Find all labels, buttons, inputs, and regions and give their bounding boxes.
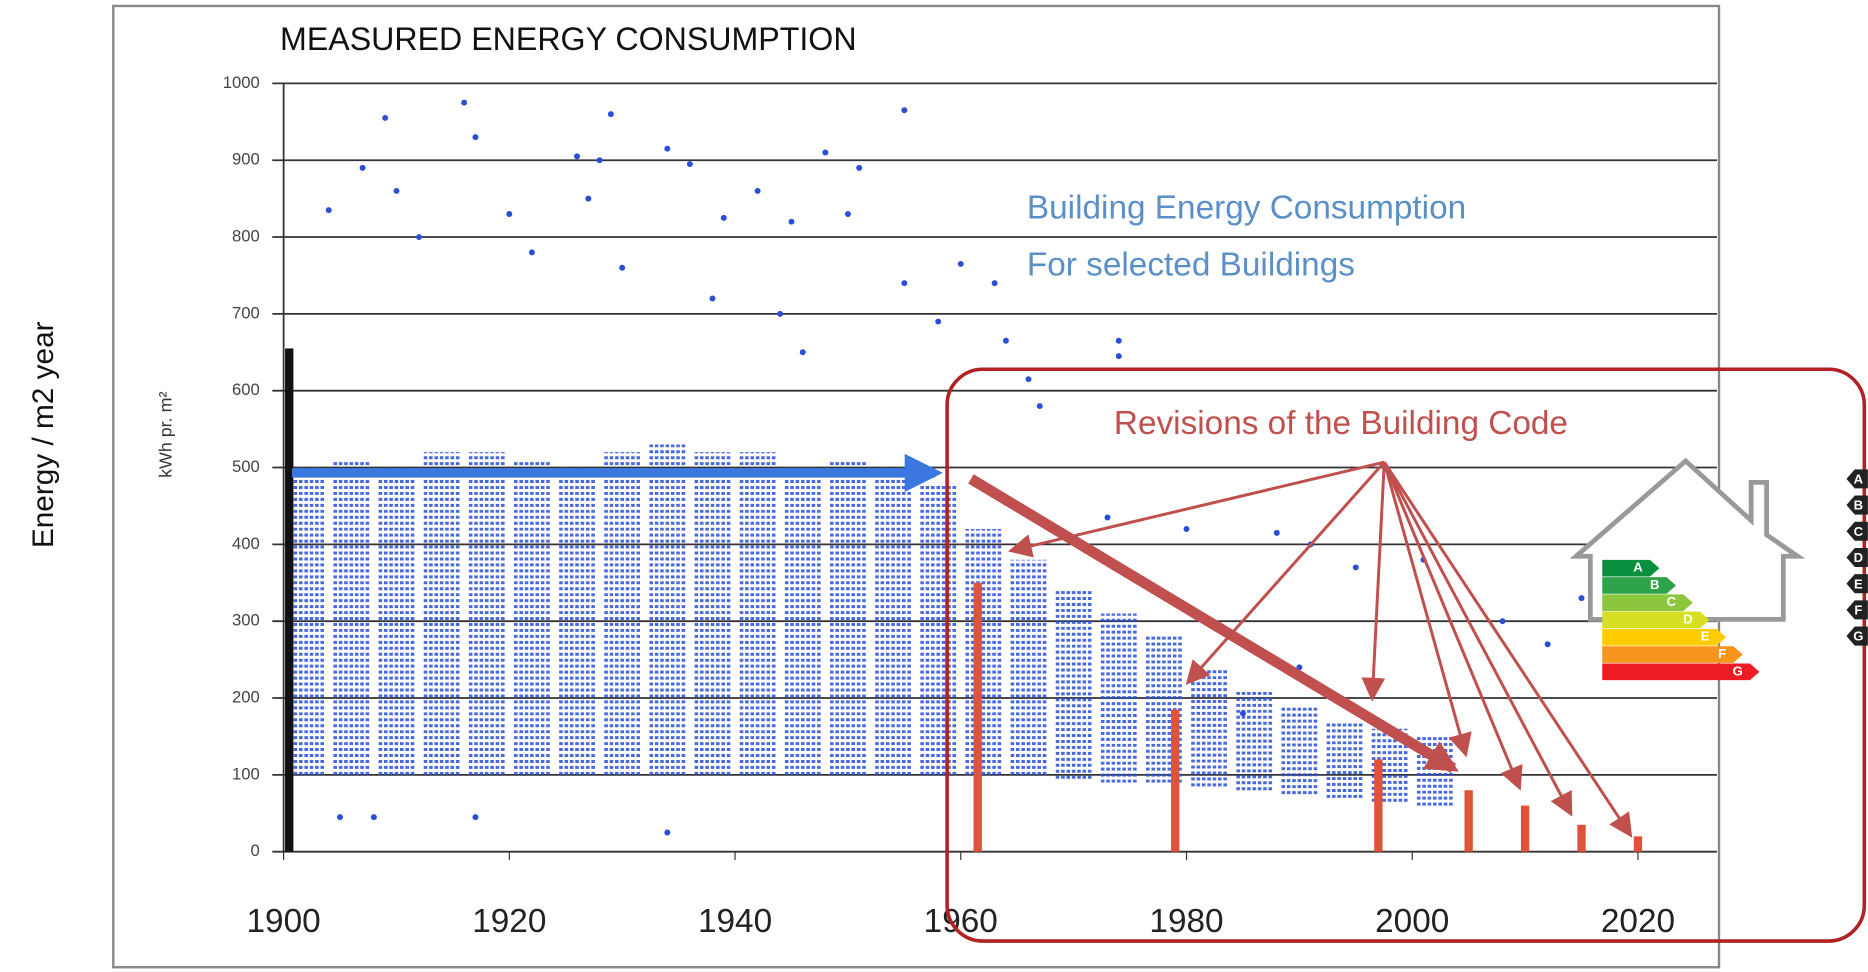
point (958, 261, 964, 267)
point (901, 280, 907, 286)
point (1003, 338, 1009, 344)
annotation: For selected Buildings (1027, 247, 1355, 284)
point (1500, 618, 1506, 624)
annotation: Building Energy Consumption (1027, 189, 1466, 226)
y-tick-label: 100 (232, 764, 260, 783)
point (1026, 376, 1032, 382)
x-tick-label: 1940 (698, 903, 772, 940)
point (845, 211, 851, 217)
point (585, 196, 591, 202)
point (1037, 403, 1043, 409)
point (1545, 641, 1551, 647)
x-tick-label: 1900 (246, 903, 320, 940)
chart: MEASURED ENERGY CONSUMPTION Energy / m2 … (0, 0, 1868, 972)
bar (1634, 836, 1642, 851)
energy-class-letter: E (1701, 629, 1710, 644)
y-tick-label: 200 (232, 687, 260, 706)
y-tick-label: 0 (251, 841, 260, 860)
energy-class-bar (1602, 560, 1659, 577)
point (992, 280, 998, 286)
point (1116, 338, 1122, 344)
energy-class-letter: G (1853, 629, 1863, 644)
x-tick-label: 1980 (1149, 903, 1223, 940)
bar (1464, 790, 1472, 851)
energy-class-letter: A (1633, 560, 1643, 575)
point (901, 107, 907, 113)
point (777, 311, 783, 317)
energy-class-letter: D (1854, 550, 1863, 565)
y-tick-label: 800 (232, 226, 260, 245)
point (1116, 353, 1122, 359)
point (664, 146, 670, 152)
point (472, 134, 478, 140)
point (935, 319, 941, 325)
y-tick-label: 700 (232, 303, 260, 322)
x-tick-label: 2020 (1601, 903, 1675, 940)
point (360, 165, 366, 171)
point (1353, 564, 1359, 570)
energy-class-bar (1602, 577, 1676, 594)
energy-class-letter: B (1854, 498, 1863, 513)
point (506, 211, 512, 217)
point (709, 296, 715, 302)
bar (974, 583, 982, 852)
y-tick-label: 1000 (223, 73, 260, 92)
point (371, 814, 377, 820)
bar (1577, 825, 1585, 852)
energy-class-bar (1602, 612, 1709, 629)
point (393, 188, 399, 194)
point (800, 349, 806, 355)
point (574, 153, 580, 159)
energy-class-letter: B (1650, 577, 1659, 592)
point (461, 100, 467, 106)
point (721, 215, 727, 221)
y-unit-label: kWh pr. m² (156, 392, 176, 478)
energy-class-bar (1602, 594, 1693, 611)
energy-class-letter: C (1667, 594, 1677, 609)
x-tick-label: 1920 (472, 903, 546, 940)
point (856, 165, 862, 171)
energy-class-letter: E (1854, 576, 1863, 591)
point (687, 161, 693, 167)
point (337, 814, 343, 820)
bar (1374, 759, 1382, 851)
bar (285, 348, 293, 851)
point (416, 234, 422, 240)
point (529, 249, 535, 255)
y-tick-label: 500 (232, 457, 260, 476)
page: {"chart_data": { "type": "scatter", "tit… (0, 0, 1868, 972)
y-tick-label: 600 (232, 380, 260, 399)
point (1240, 710, 1246, 716)
point (755, 188, 761, 194)
point (1579, 595, 1585, 601)
energy-class-letter: C (1854, 524, 1864, 539)
energy-class-letter: F (1718, 646, 1726, 661)
point (608, 111, 614, 117)
point (1184, 526, 1190, 532)
point (597, 157, 603, 163)
point (1274, 530, 1280, 536)
point (619, 265, 625, 271)
point (326, 207, 332, 213)
chart-title: MEASURED ENERGY CONSUMPTION (280, 21, 857, 57)
point (382, 115, 388, 121)
plot-frame (113, 6, 1719, 967)
y-tick-label: 300 (232, 611, 260, 630)
energy-class-letter: F (1854, 603, 1862, 618)
point (664, 830, 670, 836)
point (1105, 514, 1111, 520)
y-tick-label: 400 (232, 534, 260, 553)
y-tick-label: 900 (232, 150, 260, 169)
point (788, 219, 794, 225)
energy-class-letter: A (1854, 471, 1864, 486)
annotation: Revisions of the Building Code (1114, 405, 1568, 442)
bar (1171, 710, 1179, 852)
energy-class-letter: G (1733, 663, 1743, 678)
bar (1521, 806, 1529, 852)
energy-class-letter: D (1683, 611, 1692, 626)
point (472, 814, 478, 820)
point (822, 150, 828, 156)
x-tick-label: 2000 (1375, 903, 1449, 940)
y-axis-label: Energy / m2 year (27, 321, 60, 548)
